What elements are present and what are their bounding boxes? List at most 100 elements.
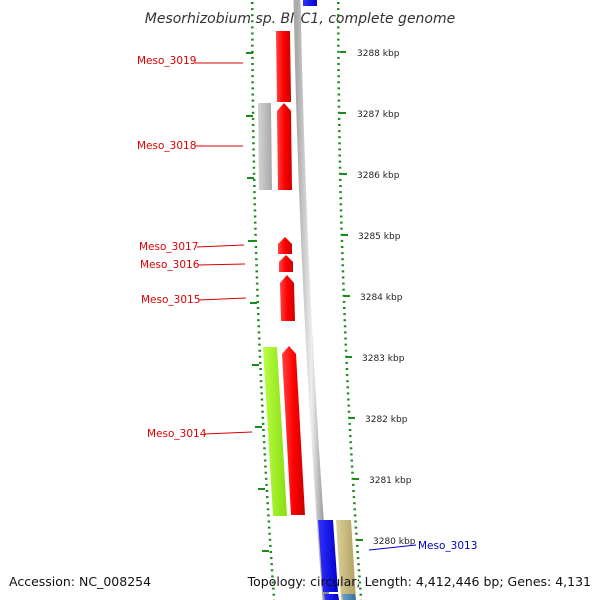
right-tick-dot — [338, 124, 341, 126]
left-tick-dot — [251, 105, 255, 108]
right-tick-dot — [338, 160, 342, 163]
gene-label-meso-3019[interactable]: Meso_3019 — [137, 55, 196, 67]
gene-label-meso-3016[interactable]: Meso_3016 — [140, 259, 200, 271]
right-tick-dot — [358, 581, 362, 584]
left-tick-dot — [268, 538, 272, 541]
kbp-dash — [340, 112, 346, 114]
right-tick-dot — [337, 75, 340, 78]
right-tick-dot — [338, 172, 342, 175]
left-tick-dot — [266, 502, 269, 505]
gene-arrow-meso-3018 — [277, 103, 292, 190]
kbp-label: 3287 kbp — [357, 110, 400, 120]
right-tick-dot — [357, 569, 361, 572]
left-tick-dot — [253, 197, 256, 200]
right-tick-dot — [353, 514, 357, 517]
left-tick-dot — [252, 154, 255, 157]
left-tick-dot — [262, 429, 265, 431]
left-tick-dot — [253, 178, 256, 181]
left-dash — [258, 488, 265, 490]
right-tick-dot — [339, 209, 343, 212]
right-tick-dot — [352, 483, 355, 486]
right-tick-dot — [350, 465, 354, 468]
left-tick-dot — [259, 368, 262, 370]
kbp-dash — [340, 51, 346, 53]
gene-arrow-meso-3019 — [276, 31, 291, 102]
left-tick-dot — [260, 398, 264, 401]
left-dash — [250, 302, 257, 304]
kbp-dash — [341, 173, 347, 175]
kbp-label: 3288 kbp — [357, 49, 400, 59]
left-tick-dot — [252, 166, 256, 169]
left-dash — [247, 177, 254, 179]
left-tick-dot — [251, 69, 254, 72]
genome-backbone — [293, 0, 330, 600]
right-tick-dot — [339, 203, 343, 206]
right-tick-dot — [357, 563, 360, 566]
left-tick-dot — [252, 172, 256, 175]
tick-dots — [251, 2, 363, 600]
gene-label-meso-3013[interactable]: Meso_3013 — [418, 540, 477, 552]
left-tick-dot — [251, 44, 254, 47]
left-tick-dot — [269, 544, 272, 547]
right-tick-dot — [344, 343, 347, 346]
left-tick-dot — [260, 392, 263, 395]
right-tick-dot — [349, 447, 353, 450]
left-tick-dot — [258, 343, 261, 346]
kbp-dash — [344, 295, 350, 297]
right-tick-dot — [337, 8, 340, 11]
left-tick-dot — [254, 252, 258, 255]
right-tick-dot — [337, 63, 340, 65]
left-tick-dot — [251, 63, 254, 65]
right-tick-dot — [347, 398, 350, 401]
gene-arrow-meso-3014 — [282, 346, 305, 515]
left-tick-dot — [258, 355, 262, 358]
accession-text: Accession: NC_008254 — [9, 574, 151, 589]
right-tick-dot — [358, 575, 361, 578]
left-tick-dot — [264, 465, 267, 468]
left-tick-dot — [257, 331, 261, 334]
right-tick-dot — [337, 105, 341, 108]
left-tick-dot — [251, 81, 254, 84]
right-tick-dot — [356, 557, 360, 560]
right-tick-dot — [337, 93, 341, 96]
left-dash — [246, 115, 253, 117]
right-tick-dot — [340, 239, 344, 242]
left-tick-dot — [257, 313, 260, 316]
kbp-dash — [353, 478, 359, 480]
gene-label-meso-3018[interactable]: Meso_3018 — [137, 140, 196, 152]
right-tick-dot — [337, 38, 340, 41]
left-tick-dot — [256, 300, 259, 303]
right-tick-dot — [341, 270, 345, 273]
left-tick-dot — [251, 99, 255, 102]
right-tick-dot — [355, 532, 358, 535]
left-tick-dot — [261, 422, 265, 425]
gene-label-meso-3015[interactable]: Meso_3015 — [141, 294, 200, 306]
left-tick-dot — [272, 593, 275, 596]
right-tick-dot — [346, 380, 349, 383]
kbp-label: 3284 kbp — [360, 293, 403, 303]
right-tick-dot — [345, 374, 349, 377]
right-tick-dot — [340, 215, 343, 218]
left-tick-dot — [251, 87, 254, 90]
leader-line-meso-3015 — [198, 297, 247, 301]
left-tick-dot — [256, 288, 259, 291]
right-tick-dot — [342, 300, 346, 303]
left-tick-dot — [255, 264, 258, 267]
right-tick-dot — [342, 282, 345, 285]
left-tick-dot — [266, 496, 269, 499]
leader-line-meso-3013 — [368, 544, 417, 551]
right-tick-dot — [345, 361, 348, 364]
right-tick-dot — [355, 538, 358, 541]
leader-line-meso-3017 — [196, 244, 245, 248]
gene-label-meso-3017[interactable]: Meso_3017 — [139, 241, 198, 253]
left-tick-dot — [271, 575, 274, 578]
left-dash — [246, 52, 253, 54]
left-tick-dot — [257, 325, 260, 328]
right-tick-dot — [346, 392, 350, 395]
left-tick-dot — [262, 435, 266, 438]
right-tick-dot — [359, 593, 362, 596]
gene-label-meso-3014[interactable]: Meso_3014 — [147, 428, 207, 440]
left-tick-dot — [263, 447, 266, 450]
kbp-label: 3285 kbp — [358, 232, 401, 242]
right-tick-dot — [340, 246, 344, 248]
